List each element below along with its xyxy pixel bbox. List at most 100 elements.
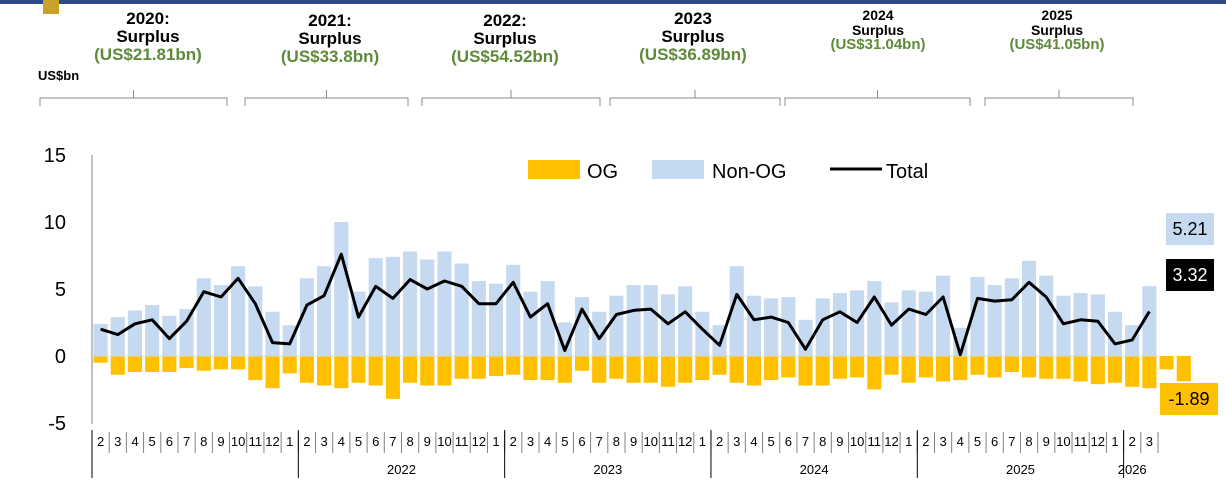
month-tick-label: 3 <box>527 434 534 449</box>
og-bar <box>798 356 813 386</box>
og-bar <box>145 356 160 373</box>
non-og-bar <box>1021 260 1037 356</box>
month-tick-label: 8 <box>819 434 826 449</box>
og-bar <box>127 356 143 373</box>
year-bracket <box>784 90 971 106</box>
month-tick-label: 12 <box>472 434 486 449</box>
og-latest-callout: -1.89 <box>1160 383 1218 415</box>
year-summary-year: 2020: <box>126 9 170 28</box>
non-og-bar <box>265 311 280 356</box>
og-bar <box>918 356 933 378</box>
non-og-bar <box>1073 293 1088 356</box>
month-tick-label: 7 <box>802 434 809 449</box>
month-tick-label: 10 <box>1056 434 1070 449</box>
year-summary-label: Surplus <box>298 28 362 48</box>
year-summary-5: 2025 Surplus (US$41.05bn) <box>967 8 1147 53</box>
year-summary-0: 2020: Surplus (US$21.81bn) <box>58 10 238 64</box>
non-og-bar <box>403 251 418 356</box>
month-tick-label: 4 <box>338 434 345 449</box>
year-bracket <box>609 90 781 106</box>
non-og-legend-swatch <box>652 160 704 179</box>
non-og-bar <box>867 280 882 356</box>
top-accent-bar <box>0 0 1226 4</box>
og-bar <box>162 356 177 373</box>
non-og-bar <box>798 319 813 356</box>
og-bar <box>746 356 762 386</box>
year-summary-2: 2022: Surplus (US$54.52bn) <box>415 12 595 66</box>
month-tick-label: 3 <box>1146 434 1153 449</box>
total-legend-label: Total <box>886 161 928 183</box>
month-tick-label: 7 <box>389 434 396 449</box>
month-tick-label: 4 <box>544 434 551 449</box>
og-bar <box>110 356 125 375</box>
year-axis-label: 2024 <box>800 462 829 477</box>
og-bar <box>712 356 727 375</box>
non-og-bar <box>127 310 143 356</box>
year-summary-3: 2023 Surplus (US$36.89bn) <box>603 10 783 64</box>
year-summary-value: (US$41.05bn) <box>1009 36 1105 54</box>
og-bar <box>592 356 607 383</box>
non-og-bar <box>918 291 933 356</box>
non-og-bar <box>231 266 246 356</box>
og-bar <box>901 356 916 383</box>
month-tick-label: 6 <box>785 434 792 449</box>
og-bar <box>454 356 469 379</box>
year-bracket <box>421 90 601 106</box>
non-og-bar <box>678 286 693 356</box>
year-axis-label: 2022 <box>387 462 416 477</box>
non-og-bar <box>110 317 125 356</box>
og-bar <box>317 356 332 386</box>
non-og-bar <box>764 298 779 356</box>
non-og-bar <box>953 327 968 356</box>
non-og-bar <box>729 266 744 356</box>
y-tick-label: 15 <box>44 145 66 167</box>
og-bar <box>970 356 985 375</box>
month-tick-label: 10 <box>231 434 245 449</box>
og-bar <box>299 356 314 383</box>
month-tick-label: 5 <box>355 434 362 449</box>
month-tick-label: 7 <box>1008 434 1015 449</box>
non-og-bar <box>970 276 985 356</box>
month-tick-label: 9 <box>1043 434 1050 449</box>
year-summary-label: Surplus <box>473 28 537 48</box>
non-og-bar <box>506 264 521 356</box>
month-tick-label: 5 <box>974 434 981 449</box>
og-bar <box>1125 356 1140 387</box>
non-og-bar <box>1004 278 1019 356</box>
month-tick-label: 6 <box>578 434 585 449</box>
og-bar <box>385 356 400 399</box>
non-og-bar <box>213 284 229 356</box>
month-tick-label: 11 <box>455 434 469 449</box>
total-latest-callout: 3.32 <box>1166 259 1214 291</box>
non-og-bar <box>1039 275 1054 356</box>
month-tick-label: 12 <box>1091 434 1105 449</box>
month-tick-label: 5 <box>768 434 775 449</box>
non-og-bar <box>523 291 538 356</box>
month-tick-label: 9 <box>424 434 431 449</box>
year-summary-label: Surplus <box>116 26 180 46</box>
year-summary-year: 2022: <box>483 11 527 30</box>
month-tick-label: 1 <box>492 434 499 449</box>
month-tick-label: 11 <box>868 434 882 449</box>
og-bar <box>557 356 572 383</box>
month-tick-label: 2 <box>1129 434 1136 449</box>
og-bar <box>93 356 108 363</box>
year-summary-value: (US$31.04bn) <box>830 36 926 54</box>
og-bar <box>248 356 263 381</box>
og-bar <box>660 356 676 387</box>
og-bar <box>1056 356 1071 379</box>
non-og-bar <box>1142 286 1157 356</box>
og-bar <box>867 356 882 390</box>
og-bar <box>471 356 486 379</box>
og-bar <box>351 356 366 383</box>
year-summary-label: Surplus <box>851 21 905 38</box>
non-og-bar <box>643 284 658 356</box>
og-bar <box>936 356 951 382</box>
og-bar <box>437 356 452 386</box>
og-bar <box>265 356 280 389</box>
og-bar <box>523 356 538 381</box>
og-bar <box>403 356 418 383</box>
non-og-bar <box>299 278 314 356</box>
month-tick-label: 8 <box>1025 434 1032 449</box>
